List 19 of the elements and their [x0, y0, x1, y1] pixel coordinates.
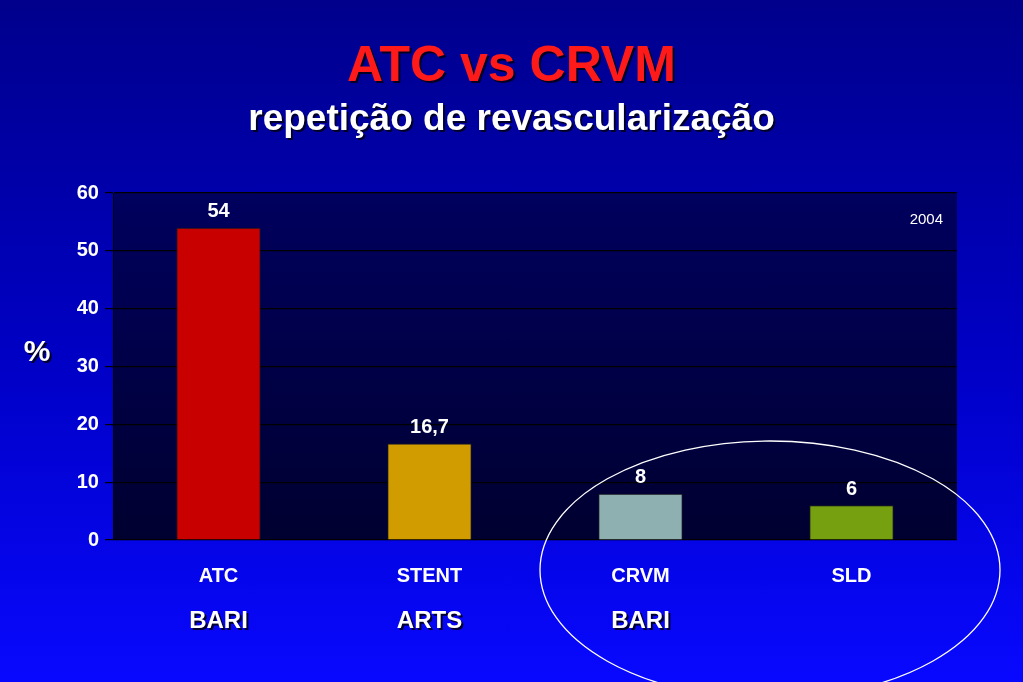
y-axis-title: % — [23, 333, 51, 367]
x-tick-label: CRVM BARI — [611, 563, 670, 633]
y-tick-label: 60 — [76, 180, 99, 203]
x-tick-label: ATC BARI — [189, 563, 248, 633]
y-tick-label: 40 — [76, 296, 99, 319]
data-label: 16,7 — [410, 414, 449, 437]
x-tick-label: STENT ARTS — [396, 563, 463, 633]
data-label: 6 — [845, 476, 858, 499]
y-tick-label: 20 — [76, 411, 99, 434]
chart-title: ATC vs CRVM — [346, 36, 677, 92]
y-tick-label: 50 — [76, 238, 99, 261]
data-label: 8 — [634, 465, 647, 488]
chart-subtitle: repetição de revascularização — [247, 97, 776, 138]
y-tick-label: 0 — [87, 527, 99, 550]
annotation: 2004 — [909, 210, 943, 228]
x-tick-label: SLD — [831, 563, 872, 586]
data-label: 54 — [207, 199, 231, 222]
y-tick-label: 10 — [76, 469, 99, 492]
y-tick-label: 30 — [76, 354, 99, 377]
